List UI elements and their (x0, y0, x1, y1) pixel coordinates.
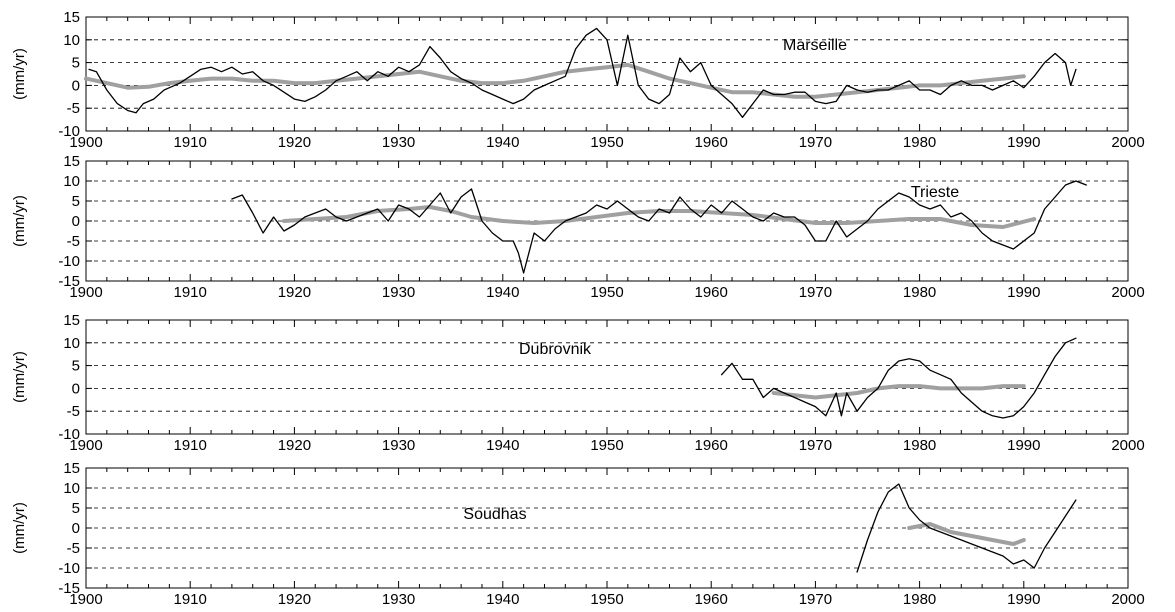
y-tick-label: 0 (72, 213, 80, 230)
x-tick-label: 1900 (69, 591, 102, 608)
y-tick-label: 15 (63, 460, 80, 477)
series-line-raw (88, 27, 1077, 118)
y-tick-label: -10 (58, 560, 80, 577)
y-tick-label: -10 (58, 426, 80, 443)
y-tick-label: -5 (67, 100, 80, 117)
x-tick-label: 1910 (174, 591, 207, 608)
x-tick-label: 1950 (590, 134, 623, 151)
x-tick-label: 1930 (382, 437, 415, 454)
x-tick-label: 1990 (1007, 591, 1040, 608)
x-tick-label: 1980 (903, 591, 936, 608)
x-tick-label: 1950 (590, 284, 623, 301)
x-tick-label: 2000 (1111, 134, 1144, 151)
x-tick-label: 1970 (799, 437, 832, 454)
y-tick-label: 10 (63, 335, 80, 352)
series-line-smoothed (282, 205, 1037, 229)
y-axis-label: (mm/yr) (11, 502, 28, 554)
y-tick-label: 15 (63, 9, 80, 26)
x-tick-label: 1960 (695, 134, 728, 151)
y-tick-label: 15 (63, 153, 80, 170)
x-tick-label: 1950 (590, 437, 623, 454)
y-tick-label: 0 (72, 77, 80, 94)
y-axis-label: (mm/yr) (11, 48, 28, 100)
x-tick-label: 1920 (278, 134, 311, 151)
y-tick-label: 10 (63, 480, 80, 497)
x-tick-label: 2000 (1111, 437, 1144, 454)
x-tick-label: 1960 (695, 591, 728, 608)
x-tick-label: 1960 (695, 437, 728, 454)
y-tick-label: -15 (58, 273, 80, 290)
panel-title: Trieste (911, 184, 959, 201)
x-tick-label: 1940 (486, 134, 519, 151)
panel-trieste: -15 -10 -5 0 5 10 15 1900 1910 1920 1930 1940 1950 19… (11, 153, 1145, 301)
y-tick-label: 15 (63, 312, 80, 329)
y-tick-label: -5 (67, 403, 80, 420)
x-tick-label: 1970 (799, 591, 832, 608)
x-tick-label: 1910 (174, 284, 207, 301)
x-tick-label: 1900 (69, 284, 102, 301)
series-line-raw (720, 337, 1077, 419)
x-tick-label: 1920 (278, 284, 311, 301)
x-tick-label: 1960 (695, 284, 728, 301)
x-tick-label: 2000 (1111, 284, 1144, 301)
x-tick-label: 1990 (1007, 134, 1040, 151)
x-tick-label: 1970 (799, 134, 832, 151)
x-tick-label: 1990 (1007, 437, 1040, 454)
series-line-smoothed (907, 522, 1026, 546)
panel-marseille: -10 -5 0 5 10 15 1900 1910 1920 1930 1940 1950 1960 1… (11, 9, 1145, 151)
x-tick-label: 2000 (1111, 591, 1144, 608)
x-tick-label: 1940 (486, 284, 519, 301)
x-tick-label: 1930 (382, 591, 415, 608)
x-tick-label: 1940 (486, 437, 519, 454)
panel-title: Marseille (783, 37, 847, 54)
series-line-smoothed (771, 384, 1026, 400)
x-tick-label: 1910 (174, 134, 207, 151)
y-tick-label: 5 (72, 358, 80, 375)
y-tick-label: 10 (63, 173, 80, 190)
x-tick-label: 1930 (382, 134, 415, 151)
x-tick-label: 1980 (903, 284, 936, 301)
series-line-raw (856, 483, 1077, 573)
panel-title: Soudhas (463, 506, 526, 523)
panel-title: Dubrovnik (519, 341, 592, 358)
x-tick-label: 1900 (69, 437, 102, 454)
y-tick-label: -5 (67, 540, 80, 557)
panel-soudhas: -15 -10 -5 0 5 10 15 1900 1910 1920 1930 1940 1950 19… (11, 460, 1145, 608)
x-tick-label: 1990 (1007, 284, 1040, 301)
series-line-raw (231, 180, 1087, 274)
x-tick-label: 1930 (382, 284, 415, 301)
y-tick-label: 0 (72, 380, 80, 397)
y-tick-label: 5 (72, 193, 80, 210)
y-tick-label: -10 (58, 123, 80, 140)
y-axis-label: (mm/yr) (11, 351, 28, 403)
x-tick-label: 1980 (903, 134, 936, 151)
y-tick-label: 5 (72, 55, 80, 72)
y-tick-label: 5 (72, 500, 80, 517)
x-tick-label: 1910 (174, 437, 207, 454)
x-tick-label: 1980 (903, 437, 936, 454)
y-axis-label: (mm/yr) (11, 195, 28, 247)
y-tick-label: -5 (67, 233, 80, 250)
series-line-smoothed (84, 62, 1026, 99)
y-tick-label: 10 (63, 32, 80, 49)
y-tick-label: -10 (58, 253, 80, 270)
x-tick-label: 1950 (590, 591, 623, 608)
x-tick-label: 1970 (799, 284, 832, 301)
plot-frame (85, 319, 1129, 435)
y-tick-label: 0 (72, 520, 80, 537)
y-tick-label: -15 (58, 580, 80, 597)
panel-dubrovnik: -10 -5 0 5 10 15 1900 1910 1920 1930 1940 1950 1960 1… (11, 312, 1145, 454)
x-tick-label: 1900 (69, 134, 102, 151)
x-tick-label: 1920 (278, 437, 311, 454)
x-tick-label: 1920 (278, 591, 311, 608)
x-tick-label: 1940 (486, 591, 519, 608)
